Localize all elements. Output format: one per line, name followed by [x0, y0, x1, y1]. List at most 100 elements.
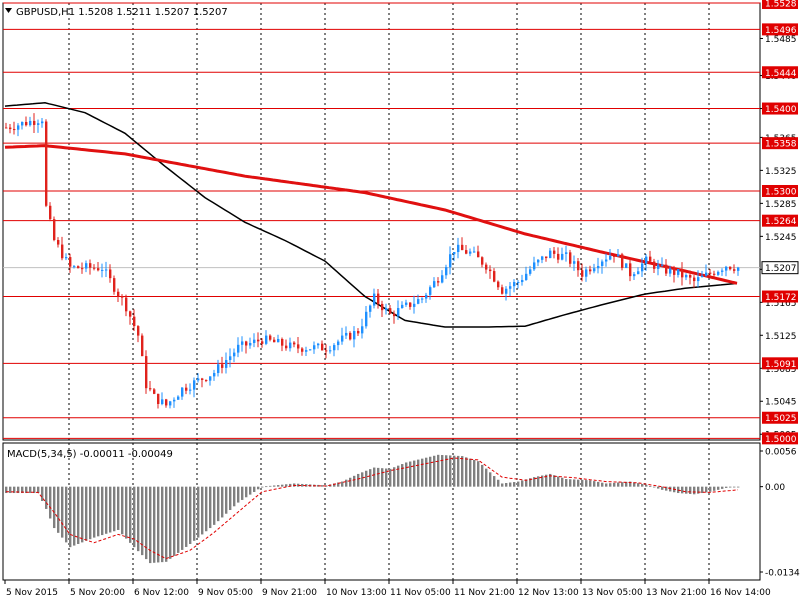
macd-bar [117, 486, 120, 530]
candle-body [489, 269, 492, 272]
candle [25, 116, 28, 127]
macd-bar [165, 486, 168, 562]
macd-bar [85, 486, 88, 541]
candle [573, 255, 576, 271]
candle [157, 393, 160, 409]
macd-bar [629, 481, 632, 487]
price-level-label: 1.5300 [762, 184, 798, 197]
candle-body [541, 256, 544, 260]
candle [309, 349, 312, 351]
candle-body [345, 332, 348, 336]
candle [281, 337, 284, 352]
candle-body [377, 293, 380, 304]
candle [397, 300, 400, 320]
macd-bar [549, 473, 552, 487]
candle [81, 262, 84, 274]
macd-title: MACD(5,34,5) -0.00011 -0.00049 [7, 449, 173, 460]
macd-bar [33, 486, 36, 494]
candle-body [389, 308, 392, 314]
candle-body [73, 266, 76, 268]
macd-bar [721, 486, 724, 489]
candle [61, 236, 64, 261]
candle [549, 247, 552, 259]
macd-bar [725, 486, 728, 488]
macd-bar [109, 486, 112, 533]
macd-bar [405, 462, 408, 487]
candle [585, 266, 588, 282]
macd-bar [229, 486, 232, 511]
candle-body [245, 341, 248, 346]
candle-body [429, 287, 432, 295]
candle [661, 257, 664, 267]
candle [289, 337, 292, 352]
time-axis-label: 10 Nov 13:00 [326, 588, 387, 598]
price-level-label-bg [762, 357, 798, 370]
candle [445, 264, 448, 279]
candle-body [269, 335, 272, 340]
candle [69, 253, 72, 273]
candle [217, 359, 220, 377]
candle [33, 113, 36, 133]
macd-bar [441, 455, 444, 487]
candle-body [353, 331, 356, 340]
macd-bar [349, 477, 352, 487]
price-level-label-text: 1.5000 [765, 435, 797, 445]
macd-bar [301, 483, 304, 487]
candle [545, 256, 548, 262]
macd-bar [589, 480, 592, 487]
candle [93, 264, 96, 271]
candle-body [509, 286, 512, 289]
macd-bar [541, 475, 544, 487]
candle [577, 258, 580, 277]
macd-bar [297, 483, 300, 487]
candle [313, 341, 316, 354]
macd-bar [125, 486, 128, 539]
candle [321, 340, 324, 351]
candle-body [201, 378, 204, 380]
candle [529, 265, 532, 276]
candle [553, 246, 556, 259]
candle [405, 299, 408, 307]
candle-body [633, 274, 636, 277]
candle [649, 250, 652, 262]
macd-bar [361, 472, 364, 487]
candle [521, 274, 524, 286]
candle [673, 265, 676, 283]
macd-bar [605, 483, 608, 487]
candle-body [613, 255, 616, 257]
candle [605, 253, 608, 267]
candle-body [25, 121, 28, 126]
candle-body [457, 244, 460, 253]
candle [181, 386, 184, 400]
macd-bar [77, 486, 80, 544]
candle [401, 301, 404, 309]
candle-body [149, 388, 152, 390]
macd-bar [469, 458, 472, 487]
candle-body [505, 288, 508, 294]
candle [369, 304, 372, 318]
candle-body [645, 256, 648, 264]
candle-body [673, 268, 676, 275]
candle-body [529, 269, 532, 274]
macd-bar [449, 455, 452, 487]
price-level-label: 1.5025 [762, 411, 798, 424]
candle [233, 348, 236, 363]
candle [353, 326, 356, 348]
candle-body [421, 298, 424, 300]
candle [657, 259, 660, 276]
candle [273, 337, 276, 343]
macd-bar [93, 486, 96, 538]
candle-body [477, 251, 480, 258]
time-axis-label: 13 Nov 05:00 [582, 588, 643, 598]
candle [509, 281, 512, 297]
candle [341, 327, 344, 345]
candle [105, 261, 108, 278]
candle-body [649, 256, 652, 262]
macd-bar [333, 483, 336, 487]
candle-body [229, 356, 232, 361]
price-axis: 1.54851.54401.54001.53651.53251.52851.52… [760, 0, 799, 445]
candle [421, 297, 424, 304]
macd-bar [153, 486, 156, 563]
candle [481, 256, 484, 268]
